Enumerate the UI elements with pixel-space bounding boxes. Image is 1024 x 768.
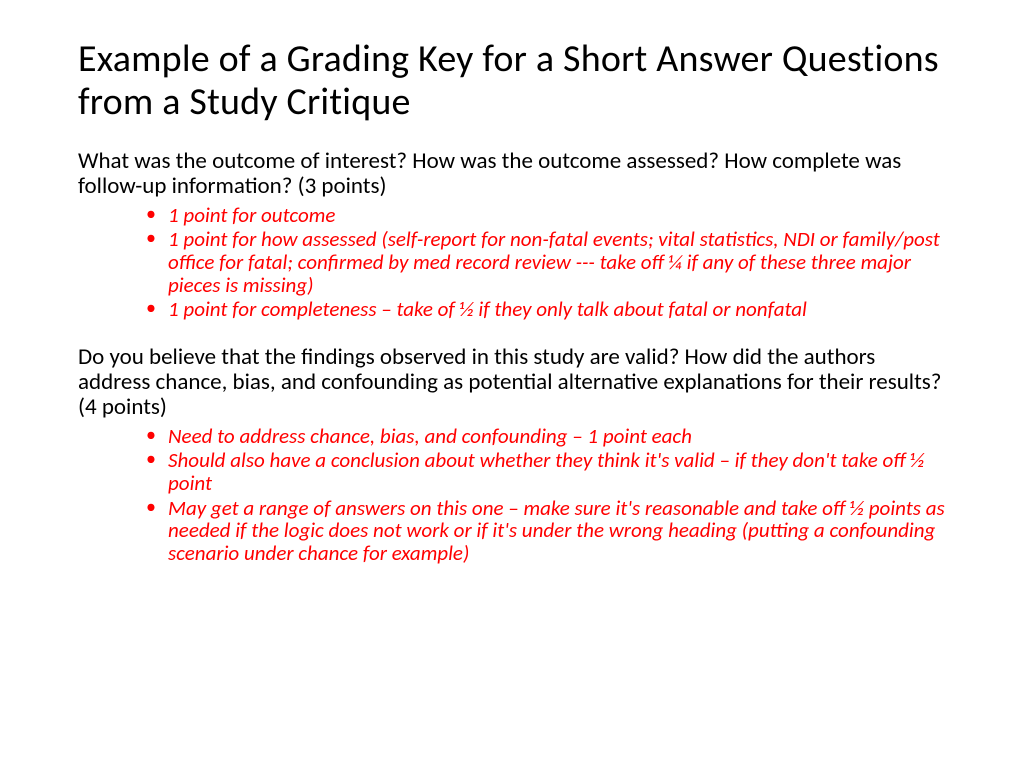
criteria-item: Should also have a conclusion about whet… xyxy=(146,449,946,494)
criteria-list-2: Need to address chance, bias, and confou… xyxy=(78,425,946,565)
question-1: What was the outcome of interest? How wa… xyxy=(78,149,946,199)
section-2: Do you believe that the findings observe… xyxy=(78,345,946,565)
criteria-item: 1 point for how assessed (self-report fo… xyxy=(146,228,946,296)
question-2: Do you believe that the findings observe… xyxy=(78,345,946,419)
section-1: What was the outcome of interest? How wa… xyxy=(78,149,946,321)
criteria-item: Need to address chance, bias, and confou… xyxy=(146,425,946,448)
criteria-item: 1 point for outcome xyxy=(146,204,946,227)
criteria-item: 1 point for completeness – take of ½ if … xyxy=(146,298,946,321)
slide-title: Example of a Grading Key for a Short Ans… xyxy=(78,38,946,123)
criteria-list-1: 1 point for outcome 1 point for how asse… xyxy=(78,204,946,321)
criteria-item: May get a range of answers on this one –… xyxy=(146,497,946,565)
